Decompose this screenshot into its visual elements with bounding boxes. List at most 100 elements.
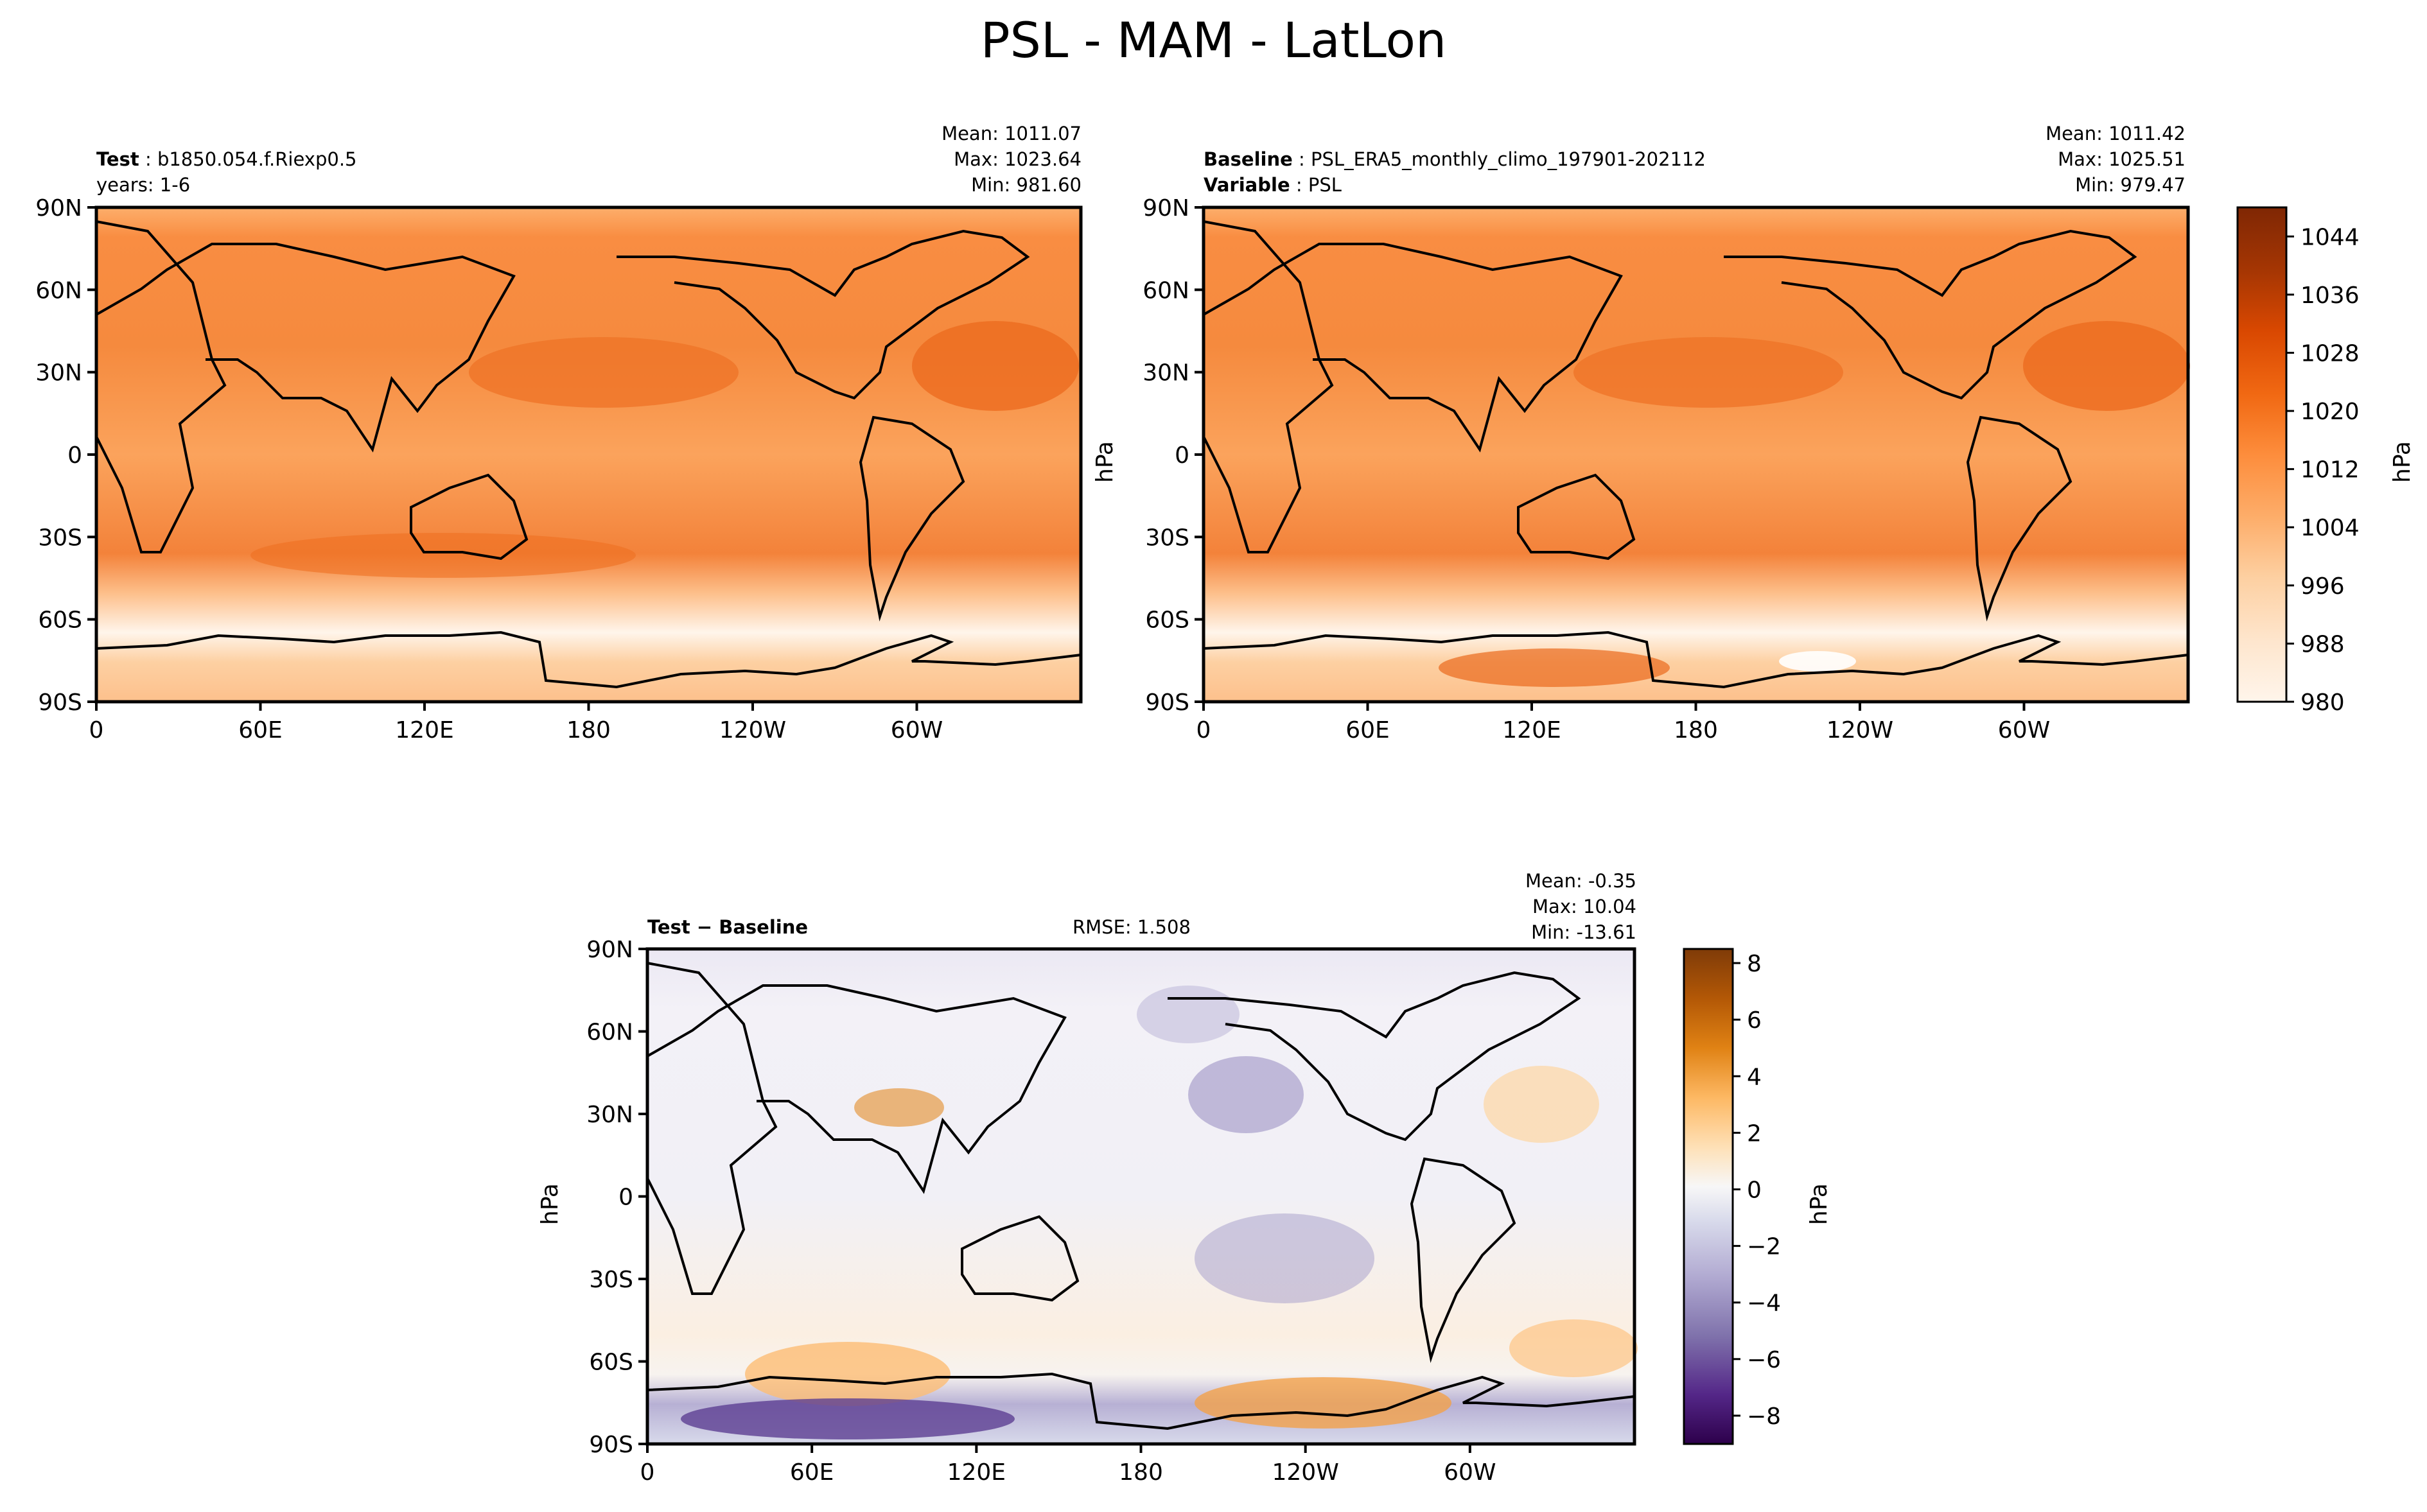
baseline-continents <box>1202 220 2189 689</box>
diff-ytick-label: 30N <box>586 1102 633 1128</box>
test-label: Test : b1850.054.f.Riexp0.5 <box>96 146 357 172</box>
diff-colorbar-tick-label: 2 <box>1747 1120 1762 1147</box>
test-xtick-label: 120W <box>719 717 786 743</box>
baseline-min: Min: 979.47 <box>2075 174 2186 196</box>
baseline-label: Baseline : PSL_ERA5_monthly_climo_197901… <box>1204 146 1706 172</box>
psl-colorbar-tick-label: 1004 <box>2300 515 2360 541</box>
baseline-coast-africa <box>1202 220 1334 553</box>
test-xtick-label: 60E <box>238 717 283 743</box>
diff-colorbar-tick-label: −8 <box>1747 1403 1781 1430</box>
baseline-coast-antarctica <box>1203 630 2189 689</box>
psl-colorbar: 1044 1036 1028 1020 1012 1004 996 988 980 <box>2236 206 2360 716</box>
baseline-xtick-label: 60E <box>1345 717 1390 743</box>
diff-coast-north-america <box>1168 971 1581 1142</box>
test-ytick-label: 90S <box>38 690 82 716</box>
test-ytick-label: 60N <box>35 277 82 304</box>
diff-anom-pacific-south-low <box>1195 1213 1374 1303</box>
test-coast-south-america <box>859 415 965 621</box>
psl-colorbar-tick-label: 1012 <box>2300 457 2360 483</box>
diff-ytick-label: 60N <box>586 1020 633 1046</box>
test-coast-australia <box>410 473 529 560</box>
diff-colorbar-tick-label: 0 <box>1747 1177 1762 1203</box>
baseline-label-key: Baseline <box>1204 148 1293 170</box>
test-mean: Mean: 1011.07 <box>942 123 1082 144</box>
baseline-mean: Mean: 1011.42 <box>2046 123 2186 144</box>
test-coast-eurasia <box>96 243 516 453</box>
baseline-xtick-label: 120W <box>1827 717 1893 743</box>
baseline-xtick-label: 120E <box>1502 717 1561 743</box>
diff-colorbar-label: hPa <box>1806 1183 1832 1225</box>
diff-max: Max: 10.04 <box>1532 896 1636 917</box>
test-high-south <box>250 533 636 578</box>
diff-label-key: Test − Baseline <box>647 916 809 938</box>
diff-ytick-label: 30S <box>589 1267 633 1293</box>
diff-colorbar-fill <box>1683 948 1734 1445</box>
diff-anom-indian-high <box>745 1342 951 1406</box>
diff-ylabel: hPa <box>537 1183 563 1225</box>
diff-colorbar-tick-label: 4 <box>1747 1064 1762 1090</box>
baseline-coast-eurasia <box>1203 243 1623 453</box>
diff-xtick-label: 120W <box>1272 1459 1339 1486</box>
baseline-stats: Mean: 1011.42 Max: 1025.51 Min: 979.47 <box>2046 121 2186 198</box>
baseline-coast-australia <box>1517 473 1636 560</box>
diff-xtick-label: 180 <box>1119 1459 1163 1486</box>
baseline-axes-ticks: 0 60E 120E 180 120W 60W 90N 60N 30N 0 30S 60S 90S <box>1143 195 2050 743</box>
diff-colorbar-tick-label: 6 <box>1747 1007 1762 1034</box>
psl-colorbar-ticks: 1044 1036 1028 1020 1012 1004 996 988 980 <box>2286 224 2360 716</box>
diff-coast-antarctica <box>647 1372 1635 1430</box>
test-ytick-label: 30S <box>38 525 82 551</box>
baseline-variable-value: PSL <box>1308 174 1342 196</box>
diff-colorbar-ticks: 8 6 4 2 0 −2 −4 −6 −8 <box>1733 951 1781 1430</box>
diff-anom-pacific-north-low <box>1188 1056 1304 1133</box>
baseline-ytick-label: 0 <box>1175 442 1189 469</box>
test-ytick-label: 90N <box>35 195 82 222</box>
diff-stats: Mean: -0.35 Max: 10.04 Min: -13.61 <box>1525 868 1636 945</box>
test-min: Min: 981.60 <box>971 174 1082 196</box>
baseline-ytick-label: 30S <box>1145 525 1189 551</box>
test-coast-north-america <box>617 229 1030 400</box>
baseline-coast-north-america <box>1724 229 2137 400</box>
diff-anom-atlantic-high <box>1509 1319 1638 1377</box>
test-map-field <box>96 207 1081 702</box>
baseline-high-south <box>1439 648 1670 687</box>
baseline-xtick-label: 180 <box>1674 717 1718 743</box>
diff-colorbar-tick-label: −6 <box>1747 1347 1781 1373</box>
test-max: Max: 1023.64 <box>954 148 1082 170</box>
test-xtick-label: 60W <box>891 717 943 743</box>
psl-colorbar-tick-label: 996 <box>2300 573 2345 600</box>
diff-xtick-label: 60E <box>790 1459 834 1486</box>
baseline-ytick-label: 90N <box>1143 195 1189 222</box>
diff-anom-nw-pacific-low <box>1137 986 1240 1043</box>
test-years: years: 1-6 <box>96 174 191 196</box>
test-ytick-label: 30N <box>35 360 82 387</box>
baseline-case-name: PSL_ERA5_monthly_climo_197901-202112 <box>1311 148 1706 170</box>
diff-xtick-label: 0 <box>640 1459 655 1486</box>
baseline-map-panel: 0 60E 120E 180 120W 60W 90N 60N 30N 0 30S 60S 90S <box>1143 195 2190 743</box>
psl-colorbar-fill <box>2236 206 2288 703</box>
diff-xtick-label: 120E <box>947 1459 1006 1486</box>
test-ytick-label: 0 <box>67 442 82 469</box>
test-high-atlantic <box>912 321 1079 411</box>
test-ytick-label: 60S <box>38 607 82 634</box>
baseline-xtick-label: 60W <box>1998 717 2050 743</box>
test-coast-antarctica <box>96 630 1082 689</box>
psl-colorbar-label: hPa <box>2389 441 2415 483</box>
psl-colorbar-tick-label: 988 <box>2300 631 2345 657</box>
diff-coast-australia <box>961 1215 1080 1302</box>
test-coast-africa <box>95 220 227 553</box>
test-case-name: b1850.054.f.Riexp0.5 <box>157 148 357 170</box>
test-label-sep: : <box>139 148 157 170</box>
diff-label: Test − Baseline <box>647 914 808 940</box>
diff-colorbar-tick-label: −4 <box>1747 1290 1781 1317</box>
psl-colorbar-tick-label: 980 <box>2300 690 2345 716</box>
baseline-high-pacific <box>1573 337 1843 408</box>
diff-xtick-label: 60W <box>1444 1459 1496 1486</box>
test-map-panel: 0 60E 120E 180 120W 60W 90N 60N 30N 0 30S 60S 90S <box>35 195 1083 743</box>
diff-colorbar-tick-label: 8 <box>1747 951 1762 977</box>
diff-ytick-label: 0 <box>618 1185 633 1211</box>
diff-ytick-label: 60S <box>589 1350 633 1376</box>
diff-min: Min: -13.61 <box>1531 921 1636 943</box>
baseline-xtick-label: 0 <box>1196 717 1211 743</box>
diff-anom-tibet <box>854 1088 944 1127</box>
